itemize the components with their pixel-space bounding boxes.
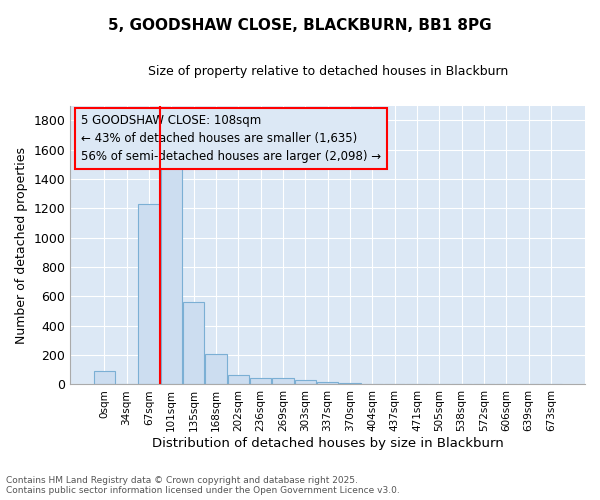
Bar	[317, 382, 338, 384]
Bar	[272, 378, 293, 384]
Bar	[227, 375, 249, 384]
Bar	[295, 380, 316, 384]
Y-axis label: Number of detached properties: Number of detached properties	[15, 146, 28, 344]
Bar	[183, 302, 204, 384]
Bar	[250, 378, 271, 384]
Text: Contains HM Land Registry data © Crown copyright and database right 2025.
Contai: Contains HM Land Registry data © Crown c…	[6, 476, 400, 495]
X-axis label: Distribution of detached houses by size in Blackburn: Distribution of detached houses by size …	[152, 437, 503, 450]
Bar	[161, 163, 182, 384]
Text: 5, GOODSHAW CLOSE, BLACKBURN, BB1 8PG: 5, GOODSHAW CLOSE, BLACKBURN, BB1 8PG	[108, 18, 492, 32]
Bar	[139, 204, 160, 384]
Bar	[205, 354, 227, 384]
Title: Size of property relative to detached houses in Blackburn: Size of property relative to detached ho…	[148, 65, 508, 78]
Bar	[94, 370, 115, 384]
Text: 5 GOODSHAW CLOSE: 108sqm
← 43% of detached houses are smaller (1,635)
56% of sem: 5 GOODSHAW CLOSE: 108sqm ← 43% of detach…	[80, 114, 381, 163]
